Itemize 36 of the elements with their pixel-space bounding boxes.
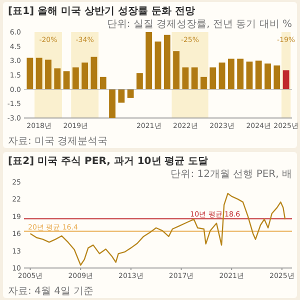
bar (90, 56, 98, 90)
bar (255, 60, 262, 90)
bar (173, 51, 180, 90)
chart-subtitle: 단위: 실질 경제성장률, 전년 동기 대비 % (106, 19, 292, 30)
bar (63, 71, 70, 90)
bar (45, 60, 52, 90)
text: 자료: 4월 4일 기준 (8, 286, 94, 297)
bar (82, 62, 88, 90)
bar (26, 58, 34, 90)
bar (118, 89, 125, 103)
bar (146, 32, 152, 90)
bar (127, 89, 134, 98)
line-series (30, 192, 286, 266)
bar (218, 62, 226, 90)
bar (136, 73, 143, 90)
bar (54, 68, 61, 90)
bar (109, 89, 116, 118)
bar (237, 58, 244, 90)
bar (228, 58, 234, 90)
bar (274, 65, 280, 90)
bar (200, 76, 207, 90)
chart-title: [표1] 올해 미국 상반기 성장률 둔화 전망 (8, 6, 195, 17)
bar (72, 67, 79, 90)
bar (282, 70, 290, 90)
bar (154, 42, 162, 90)
bar (246, 62, 253, 90)
chart-title: [표2] 미국 주식 PER, 과거 10년 평균 도달 (8, 156, 208, 167)
text: 자료: 미국 경제분석국 (8, 136, 108, 147)
bar (191, 67, 198, 90)
bar (210, 67, 216, 90)
bar (164, 34, 170, 90)
bar (264, 64, 271, 90)
bar (100, 76, 106, 90)
chart-subtitle: 단위: 12개월 선행 PER, 배 (170, 169, 292, 180)
bar (182, 67, 189, 90)
bar (36, 58, 42, 90)
